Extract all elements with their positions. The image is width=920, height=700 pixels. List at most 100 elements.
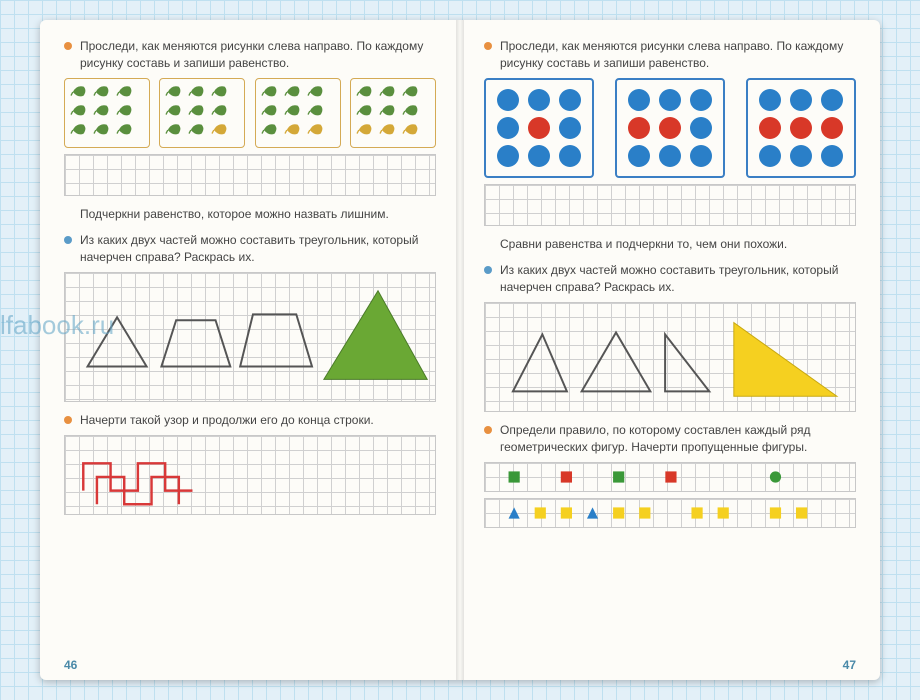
right-task3: Из каких двух частей можно составить тре… [484,262,856,412]
left-page: Проследи, как меняются рисунки слева нап… [40,20,460,680]
bullet-icon [484,266,492,274]
leaf-icon [115,83,137,101]
leaf-icon [355,83,377,101]
page-number: 46 [64,658,77,672]
task-text: Из каких двух частей можно составить тре… [500,262,856,296]
leaf-icon [355,121,377,139]
dot-icon [659,145,681,167]
shapes-grid [484,302,856,412]
dot-icon [821,89,843,111]
workbook-spread: Проследи, как меняются рисунки слева нап… [40,20,880,680]
dot-icon [790,89,812,111]
leaf-icon [210,83,232,101]
leaf-icon [69,102,91,120]
leaf-icon [306,102,328,120]
bullet-icon [64,416,72,424]
dot-icon [497,117,519,139]
leaf-icon [306,121,328,139]
answer-grid [64,154,436,196]
dot-icon [659,117,681,139]
task-text: Проследи, как меняются рисунки слева нап… [500,38,856,72]
shapes-grid [64,272,436,402]
dot-icon [759,145,781,167]
task-text: Определи правило, по которому составлен … [500,422,856,456]
leaf-box [255,78,341,148]
leaf-icon [164,83,186,101]
dot-icon [559,89,581,111]
dot-box [615,78,725,178]
leaf-icon [92,121,114,139]
dot-icon [628,145,650,167]
leaf-icon [92,102,114,120]
shapes-svg [485,303,855,411]
leaf-icon [401,102,423,120]
page-number: 47 [843,658,856,672]
dot-icon [528,89,550,111]
leaf-icon [283,83,305,101]
right-task1: Проследи, как меняются рисунки слева нап… [484,38,856,226]
leaf-icon [401,121,423,139]
task-text: Начерти такой узор и продолжи его до кон… [80,412,374,429]
dot-box [484,78,594,178]
dot-icon [759,117,781,139]
dot-icon [497,145,519,167]
leaf-icon [187,83,209,101]
watermark: lfabook.ru [0,310,114,341]
answer-grid [484,184,856,226]
dot-icon [790,117,812,139]
dot-icon [528,145,550,167]
dot-icon [690,145,712,167]
leaf-icon [115,102,137,120]
pattern-svg [485,499,855,527]
leaf-icon [260,83,282,101]
leaf-icon [260,121,282,139]
pattern-svg [485,463,855,491]
leaf-icon [187,102,209,120]
leaf-icon [164,102,186,120]
dot-row [484,78,856,178]
bullet-icon [484,42,492,50]
right-page: Проследи, как меняются рисунки слева нап… [460,20,880,680]
dot-icon [690,117,712,139]
leaf-icon [306,83,328,101]
leaf-icon [210,102,232,120]
task-text: Проследи, как меняются рисунки слева нап… [80,38,436,72]
leaf-row [64,78,436,148]
left-task1: Проследи, как меняются рисунки слева нап… [64,38,436,196]
leaf-icon [187,121,209,139]
leaf-icon [69,83,91,101]
leaf-icon [355,102,377,120]
dot-icon [628,117,650,139]
leaf-box [64,78,150,148]
leaf-icon [69,121,91,139]
pattern-svg [65,436,435,514]
leaf-box [350,78,436,148]
dot-icon [821,145,843,167]
dot-icon [821,117,843,139]
pattern-grid [64,435,436,515]
leaf-icon [401,83,423,101]
pattern-row2 [484,498,856,528]
leaf-icon [92,83,114,101]
leaf-icon [283,121,305,139]
leaf-box [159,78,245,148]
leaf-icon [115,121,137,139]
bullet-icon [484,426,492,434]
bullet-icon [64,42,72,50]
bullet-icon [64,236,72,244]
leaf-icon [164,121,186,139]
leaf-icon [378,121,400,139]
dot-icon [790,145,812,167]
pattern-row1 [484,462,856,492]
task-text: Подчеркни равенство, которое можно назва… [80,206,389,223]
leaf-icon [210,121,232,139]
dot-icon [628,89,650,111]
dot-icon [559,117,581,139]
dot-icon [559,145,581,167]
dot-icon [497,89,519,111]
left-task3: Из каких двух частей можно составить тре… [64,232,436,402]
leaf-icon [378,83,400,101]
right-task4: Определи правило, по которому составлен … [484,422,856,528]
dot-box [746,78,856,178]
dot-icon [659,89,681,111]
